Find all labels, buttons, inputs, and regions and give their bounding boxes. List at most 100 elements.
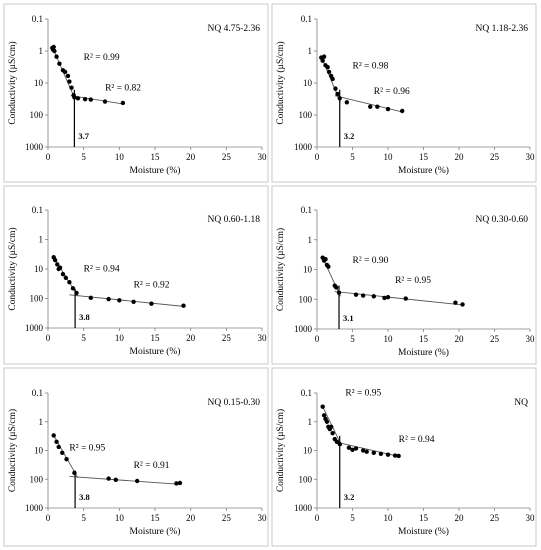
data-point <box>346 445 352 450</box>
r2-annotation-steep: R² = 0.90 <box>353 256 389 266</box>
data-point <box>400 108 405 114</box>
y-tick-label: 1 <box>39 235 44 245</box>
fit-line-shallow <box>334 95 403 113</box>
data-point <box>65 73 71 79</box>
y-tick-label: 0.1 <box>301 388 312 398</box>
panel-sample-label: NQ 1.18-2.36 <box>475 24 528 34</box>
x-tick-label: 30 <box>526 152 536 162</box>
r2-annotation-steep: R² = 0.94 <box>84 264 120 274</box>
data-point <box>62 69 68 75</box>
data-point <box>67 79 72 84</box>
data-point <box>52 257 58 263</box>
y-tick-label: 10 <box>34 264 44 274</box>
x-tick-label: 20 <box>186 152 196 162</box>
data-point <box>54 54 59 59</box>
x-tick-label: 5 <box>350 513 355 523</box>
x-tick-label: 10 <box>115 152 125 162</box>
x-tick-label: 15 <box>151 333 161 343</box>
data-point <box>177 480 183 486</box>
y-axis-label: Conductivity (µS/cm) <box>275 228 286 311</box>
x-tick-label: 30 <box>258 513 268 523</box>
fit-line-shallow <box>69 294 184 307</box>
data-point <box>74 290 79 296</box>
y-tick-label: 1000 <box>25 142 44 152</box>
x-tick-label: 0 <box>46 333 51 343</box>
y-tick-label: 1 <box>39 46 44 56</box>
x-tick-label: 25 <box>490 513 500 523</box>
data-point <box>336 290 342 295</box>
x-axis-label: Moisture (%) <box>398 347 449 358</box>
x-tick-label: 0 <box>315 334 320 344</box>
data-point <box>70 286 76 291</box>
data-point <box>55 262 60 267</box>
data-point <box>106 476 111 481</box>
data-point <box>333 285 339 290</box>
x-tick-label: 5 <box>81 152 86 162</box>
data-point <box>52 48 57 54</box>
y-tick-label: 0.1 <box>32 14 43 24</box>
r2-annotation-shallow: R² = 0.94 <box>399 435 435 445</box>
x-tick-label: 25 <box>222 152 232 162</box>
y-tick-label: 1 <box>308 46 313 56</box>
data-point <box>378 451 384 456</box>
data-point <box>396 453 401 459</box>
data-point <box>375 104 380 109</box>
data-point <box>51 433 56 438</box>
chart-panel-6: 0 5 10 15 20 25 30 0.1 1 10 100 1000 Moisture (%) Con… <box>271 367 537 547</box>
y-axis-label: Conductivity (µS/cm) <box>275 409 286 492</box>
x-tick-label: 5 <box>350 334 355 344</box>
data-point <box>337 96 342 101</box>
y-tick-label: 10 <box>303 78 313 88</box>
data-point <box>56 444 61 450</box>
data-point <box>460 302 465 307</box>
chart-panel-2: 0 5 10 15 20 25 30 0.1 1 10 100 1000 Moisture (%) Con… <box>271 3 537 183</box>
data-point <box>174 481 179 486</box>
panel-frame <box>271 3 537 183</box>
x-tick-label: 0 <box>315 152 320 162</box>
x-axis-label: Moisture (%) <box>398 526 449 537</box>
y-axis-label: Conductivity (µS/cm) <box>7 41 18 124</box>
data-point <box>453 300 458 305</box>
data-point <box>64 456 69 462</box>
chart-panel-1: 0 5 10 15 20 25 30 0.1 1 10 100 1000 Moisture (%) Con… <box>3 3 269 183</box>
panel-sample-label: NQ 0.60-1.18 <box>207 215 260 225</box>
r2-annotation-steep: R² = 0.95 <box>69 444 105 454</box>
x-tick-label: 15 <box>419 334 429 344</box>
r2-annotation-shallow: R² = 0.95 <box>395 276 431 286</box>
y-tick-label: 10 <box>303 446 313 456</box>
data-point <box>88 97 94 102</box>
x-tick-label: 10 <box>115 513 125 523</box>
data-point <box>131 299 136 305</box>
data-point <box>325 64 330 70</box>
x-tick-label: 0 <box>46 152 51 162</box>
data-point <box>57 265 63 270</box>
y-tick-label: 1000 <box>294 142 313 152</box>
panel-frame <box>271 367 537 547</box>
data-point <box>320 58 325 63</box>
data-point <box>75 96 81 101</box>
data-point <box>360 293 366 298</box>
r2-annotation-shallow: R² = 0.92 <box>134 280 170 290</box>
data-point <box>329 424 334 430</box>
data-point <box>102 99 108 104</box>
data-point <box>337 441 342 447</box>
data-point <box>72 95 77 100</box>
panel-sample-label: NQ 0.15-0.30 <box>207 398 260 408</box>
data-point <box>368 104 373 109</box>
data-point <box>51 44 56 50</box>
data-point <box>321 54 327 59</box>
breakpoint-label: 3.7 <box>78 131 89 141</box>
panel-frame <box>3 3 269 183</box>
panel-sample-label: NQ 4.75-2.36 <box>207 24 260 34</box>
y-tick-label: 1000 <box>294 503 313 513</box>
panel-frame <box>3 367 269 547</box>
y-tick-label: 10 <box>303 265 313 275</box>
x-tick-label: 5 <box>350 152 355 162</box>
y-tick-label: 0.1 <box>301 205 312 215</box>
r2-annotation-shallow: R² = 0.96 <box>374 87 410 97</box>
data-point <box>120 100 126 106</box>
x-tick-label: 10 <box>115 333 125 343</box>
r2-annotation-steep: R² = 0.99 <box>84 53 120 63</box>
x-axis-label: Moisture (%) <box>130 165 181 176</box>
